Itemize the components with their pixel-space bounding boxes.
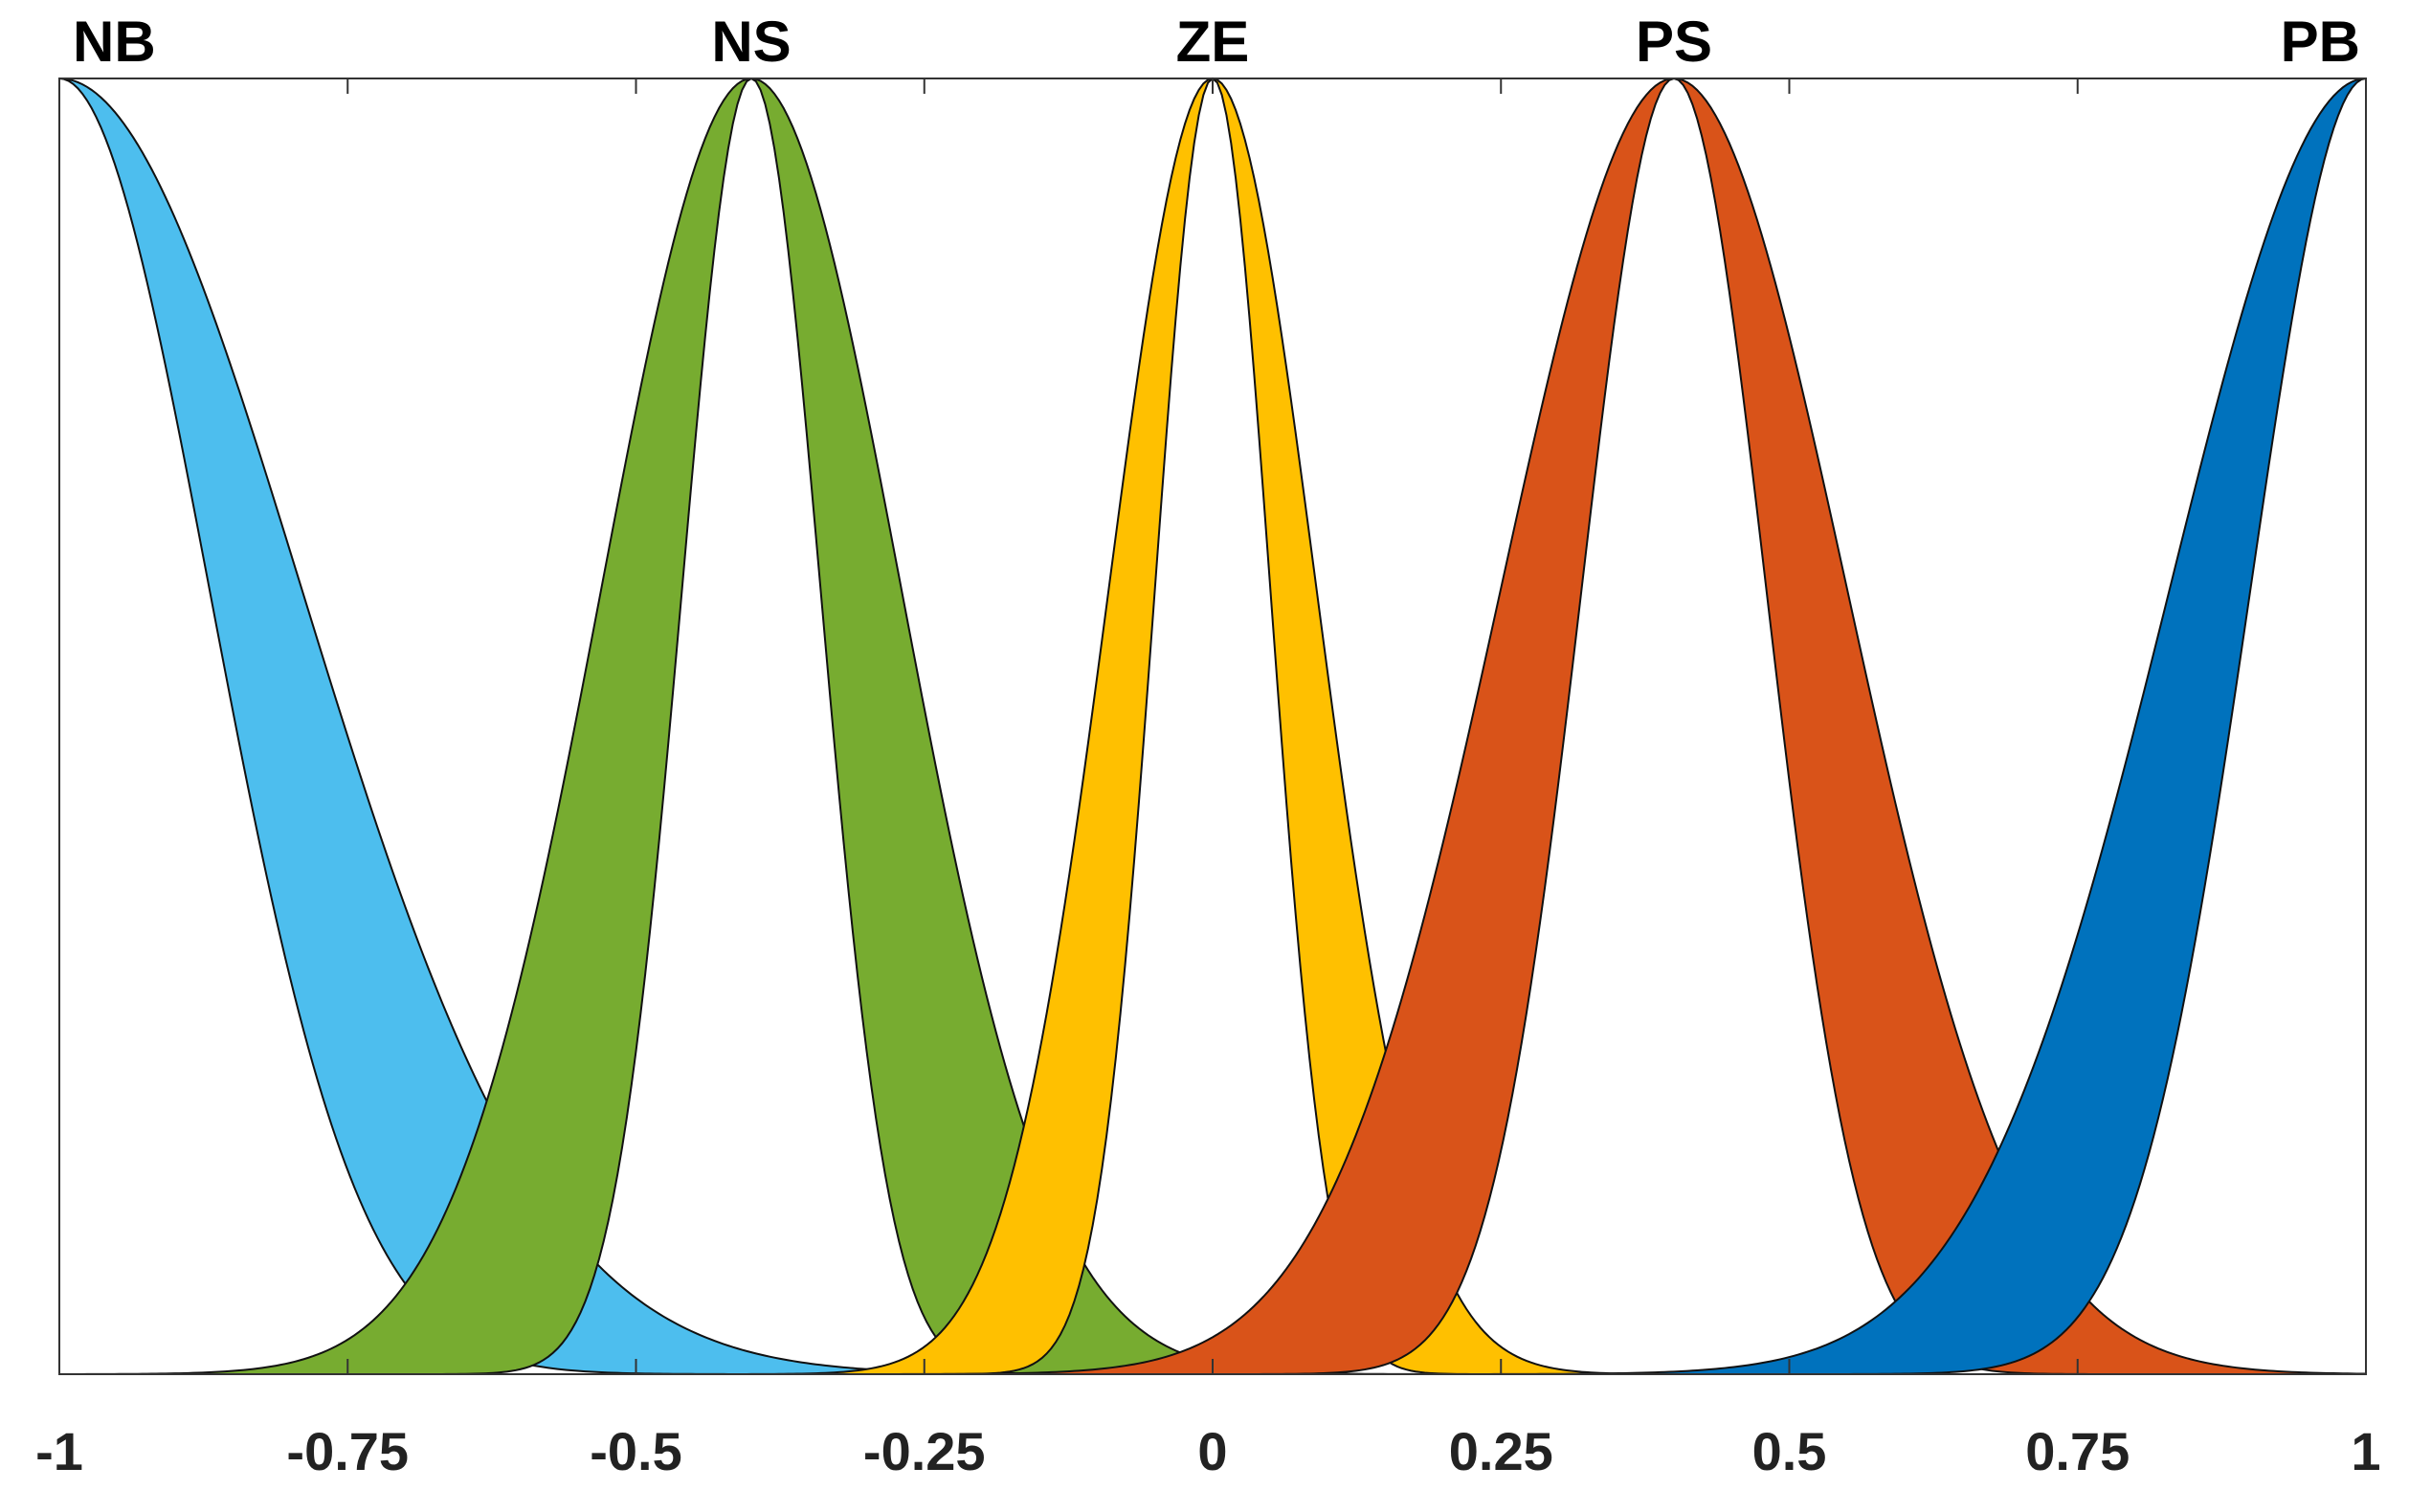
label-ps: PS bbox=[1636, 10, 1712, 74]
label-ze: ZE bbox=[1176, 10, 1250, 74]
x-tick-label: 0.5 bbox=[1752, 1421, 1827, 1481]
x-tick-label: 0.75 bbox=[2025, 1421, 2130, 1481]
x-tick-label: -0.25 bbox=[863, 1421, 986, 1481]
x-tick-label: -0.5 bbox=[590, 1421, 682, 1481]
x-tick-label: -1 bbox=[35, 1421, 83, 1481]
membership-labels: NB NS ZE PS PB bbox=[73, 10, 2360, 74]
x-tick-label: -0.75 bbox=[286, 1421, 409, 1481]
label-pb: PB bbox=[2281, 10, 2360, 74]
x-axis-ticks: -1 -0.75 -0.5 -0.25 0 0.25 0.5 0.75 1 bbox=[35, 78, 2381, 1481]
label-ns: NS bbox=[711, 10, 791, 74]
x-tick-label: 1 bbox=[2351, 1421, 2380, 1481]
membership-bands bbox=[58, 77, 2367, 1375]
x-tick-label: 0.25 bbox=[1449, 1421, 1553, 1481]
x-tick-label: 0 bbox=[1197, 1421, 1227, 1481]
label-nb: NB bbox=[73, 10, 156, 74]
